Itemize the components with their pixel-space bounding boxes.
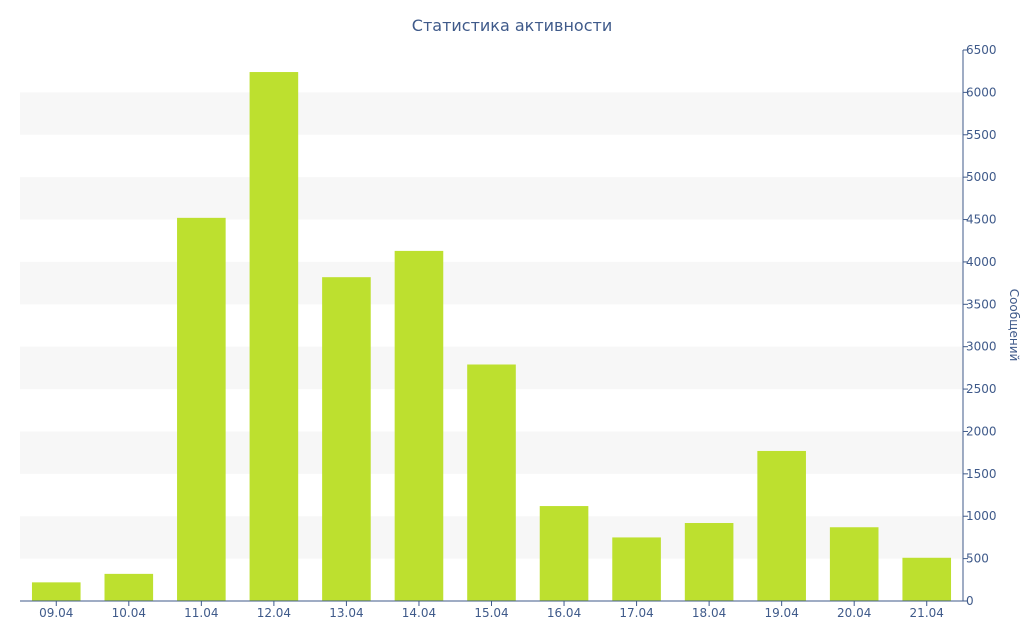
y-tick-label: 6500 — [966, 43, 997, 57]
y-tick-label: 5000 — [966, 170, 997, 184]
bar-20.04[interactable] — [829, 527, 879, 601]
y-tick-label: 0 — [966, 594, 974, 608]
x-tick-label: 10.04 — [112, 606, 146, 620]
bar-09.04[interactable] — [31, 582, 81, 601]
x-tick-label: 19.04 — [764, 606, 798, 620]
bar-10.04[interactable] — [104, 573, 154, 601]
x-tick-label: 14.04 — [402, 606, 436, 620]
bar-16.04[interactable] — [539, 506, 589, 601]
chart-title: Статистика активности — [412, 16, 612, 35]
x-tick-label: 12.04 — [257, 606, 291, 620]
bar-15.04[interactable] — [467, 364, 516, 601]
x-tick-label: 11.04 — [184, 606, 218, 620]
grid-band — [20, 92, 963, 135]
grid-bands — [20, 92, 963, 559]
y-tick-label: 4500 — [966, 213, 997, 227]
x-tick-label: 21.04 — [910, 606, 944, 620]
bars — [31, 72, 952, 602]
y-axis-ticks: 0 500 1000 1500 2000 2500 3000 3500 4000 4500 5000… — [963, 43, 997, 608]
y-tick-label: 2000 — [966, 424, 997, 438]
x-tick-label: 09.04 — [39, 606, 73, 620]
x-tick-label: 16.04 — [547, 606, 581, 620]
y-tick-label: 2500 — [966, 382, 997, 396]
bar-19.04[interactable] — [757, 450, 806, 601]
y-tick-label: 5500 — [966, 128, 997, 142]
x-tick-label: 15.04 — [474, 606, 508, 620]
y-axis-label: Сообщений — [1007, 289, 1021, 362]
y-tick-label: 6000 — [966, 85, 997, 99]
grid-band — [20, 177, 963, 220]
y-tick-label: 3000 — [966, 340, 997, 354]
y-tick-label: 1500 — [966, 467, 997, 481]
bar-14.04[interactable] — [394, 250, 444, 601]
x-tick-label: 20.04 — [837, 606, 871, 620]
y-tick-label: 3500 — [966, 297, 997, 311]
bar-21.04[interactable] — [902, 557, 952, 601]
bar-17.04[interactable] — [612, 537, 661, 601]
y-tick-label: 4000 — [966, 255, 997, 269]
x-tick-label: 17.04 — [619, 606, 653, 620]
x-tick-label: 13.04 — [329, 606, 363, 620]
x-axis-ticks: 09.04 10.04 11.04 12.04 13.04 14.04 15.04 16.04… — [39, 601, 944, 620]
y-tick-label: 500 — [966, 552, 989, 566]
grid-band — [20, 261, 963, 305]
bar-18.04[interactable] — [684, 523, 734, 601]
bar-12.04[interactable] — [249, 72, 299, 602]
bar-11.04[interactable] — [177, 217, 226, 601]
y-tick-label: 1000 — [966, 509, 997, 523]
x-tick-label: 18.04 — [692, 606, 726, 620]
bar-13.04[interactable] — [322, 277, 371, 601]
